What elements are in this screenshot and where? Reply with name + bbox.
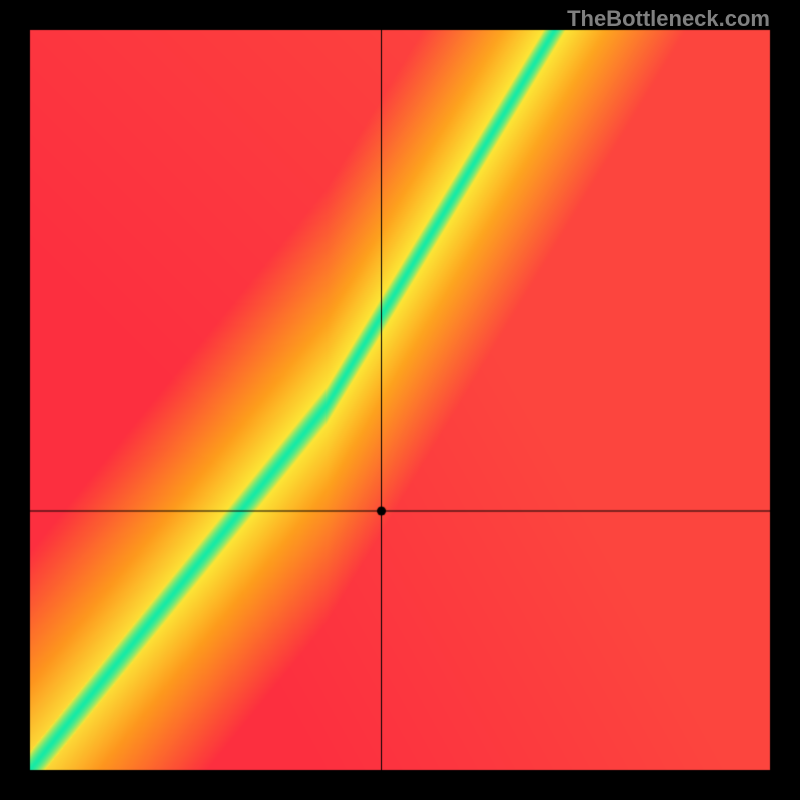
watermark-label: TheBottleneck.com xyxy=(567,6,770,32)
chart-container: TheBottleneck.com xyxy=(0,0,800,800)
heatmap-canvas xyxy=(0,0,800,800)
